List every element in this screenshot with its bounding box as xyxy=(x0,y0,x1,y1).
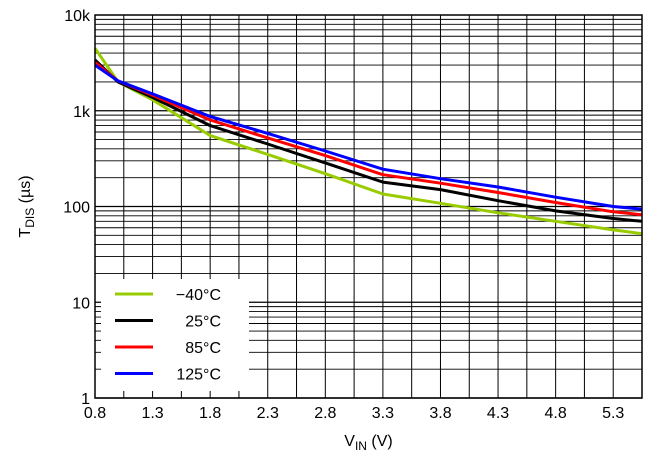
series-line-0 xyxy=(93,47,643,236)
y-axis-title-unit: (µs) xyxy=(17,175,34,207)
x-axis-title-subscript: IN xyxy=(355,439,367,453)
y-tick-label: 10 xyxy=(72,295,90,312)
y-tick-label: 1 xyxy=(81,391,90,408)
x-tick-label: 3.3 xyxy=(372,405,394,422)
x-tick-label: 4.3 xyxy=(487,405,509,422)
plot-frame xyxy=(94,14,643,399)
y-tick-label: 1k xyxy=(73,104,91,121)
y-tick-labels: 1 10 100 1k 10k xyxy=(63,8,91,408)
y-tick-label: 100 xyxy=(63,200,90,217)
x-axis-title: VIN (V) xyxy=(344,433,392,453)
y-tick-label: 10k xyxy=(64,8,91,25)
x-tick-label: 1.8 xyxy=(199,405,221,422)
x-tick-label: 2.3 xyxy=(257,405,279,422)
x-tick-labels: 0.8 1.3 1.8 2.3 2.8 3.3 3.8 4.3 4.8 5.3 xyxy=(84,405,625,422)
legend-label: 125°C xyxy=(176,367,221,384)
legend-label: 25°C xyxy=(185,314,221,331)
series-line-1 xyxy=(93,58,643,223)
x-axis-title-unit: (V) xyxy=(367,433,393,450)
series-line-3 xyxy=(94,63,643,211)
y-axis-title: TDIS (µs) xyxy=(17,175,37,237)
legend: −40°C 25°C 85°C 125°C xyxy=(101,279,249,391)
x-tick-label: 3.8 xyxy=(429,405,451,422)
x-tick-label: 1.3 xyxy=(141,405,163,422)
legend-label: −40°C xyxy=(176,287,221,304)
series-line-2 xyxy=(94,61,643,217)
series-lines xyxy=(93,47,643,236)
x-tick-label: 4.8 xyxy=(545,405,567,422)
y-axis-title-main: T xyxy=(17,228,34,238)
grid-lines xyxy=(94,15,642,399)
y-axis-title-subscript: DIS xyxy=(23,208,37,228)
x-tick-label: 2.8 xyxy=(314,405,336,422)
x-tick-label: 5.3 xyxy=(602,405,624,422)
x-axis-title-main: V xyxy=(344,433,355,450)
legend-label: 85°C xyxy=(185,340,221,357)
x-tick-label: 0.8 xyxy=(84,405,106,422)
